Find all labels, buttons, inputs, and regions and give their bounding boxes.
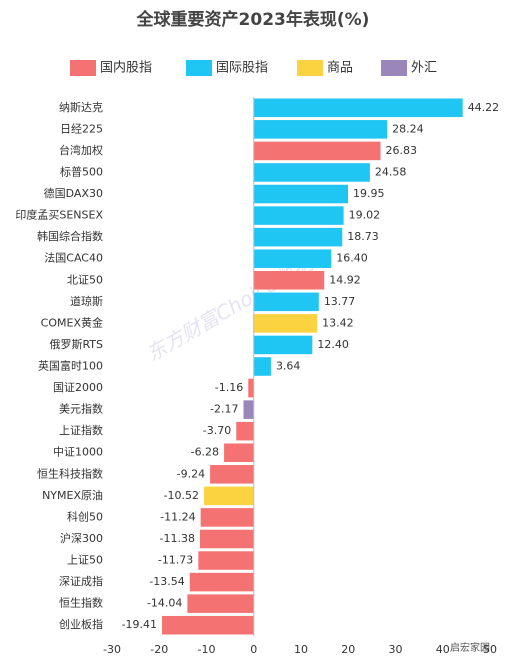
data-label: 18.73 xyxy=(347,230,379,243)
bar xyxy=(200,508,254,527)
data-label: -3.70 xyxy=(203,424,231,437)
x-tick-label: 0 xyxy=(250,643,257,656)
y-tick-label: 恒生科技指数 xyxy=(37,466,103,480)
bar xyxy=(253,292,319,312)
data-label: 14.92 xyxy=(329,273,361,286)
y-tick-label: 上证指数 xyxy=(59,423,103,437)
bar xyxy=(253,314,318,333)
legend-label: 外汇 xyxy=(411,61,437,76)
data-label: -9.24 xyxy=(177,467,205,480)
data-label: -11.73 xyxy=(158,554,193,567)
legend-label: 国际股指 xyxy=(216,61,268,76)
legend-label: 国内股指 xyxy=(100,60,152,76)
y-tick-label: NYMEX原油 xyxy=(42,488,103,502)
y-tick-label: 国证2000 xyxy=(53,381,103,394)
y-tick-label: 纳斯达克 xyxy=(59,101,103,114)
legend-swatch xyxy=(297,60,323,76)
data-label: 19.95 xyxy=(353,187,385,200)
bar xyxy=(224,443,254,463)
y-tick-label: 印度孟买SENSEX xyxy=(15,208,103,222)
y-tick-label: 美元指数 xyxy=(59,402,103,416)
y-tick-label: 日经225 xyxy=(60,122,103,135)
bar xyxy=(253,335,313,355)
y-tick-label: 创业板指 xyxy=(59,617,103,631)
bar xyxy=(253,206,344,225)
data-label: 44.22 xyxy=(468,101,500,114)
y-tick-label: 德国DAX30 xyxy=(44,186,103,200)
y-tick-label: 道琼斯 xyxy=(70,294,103,308)
x-tick-label: 50 xyxy=(483,643,497,656)
x-tick-label: -30 xyxy=(103,643,121,656)
x-tick-label: -10 xyxy=(198,643,216,656)
legend-swatch xyxy=(381,60,407,76)
data-label: 13.42 xyxy=(322,316,354,329)
y-tick-label: 英国富时100 xyxy=(38,359,103,373)
data-label: 26.83 xyxy=(386,144,418,157)
data-label: -1.16 xyxy=(215,381,243,394)
bar xyxy=(162,615,254,635)
data-label: 28.24 xyxy=(392,122,424,135)
bar xyxy=(199,529,254,549)
bar xyxy=(253,227,343,247)
bar xyxy=(198,551,254,570)
data-label: 3.64 xyxy=(276,360,301,373)
x-tick-label: 40 xyxy=(436,643,450,656)
x-tick-label: 30 xyxy=(389,643,403,656)
data-label: -14.04 xyxy=(147,597,182,610)
data-label: -19.41 xyxy=(122,618,157,631)
y-tick-label: 深证成指 xyxy=(59,574,103,588)
y-tick-label: 恒生指数 xyxy=(59,596,103,610)
data-label: 12.40 xyxy=(317,338,349,351)
y-tick-label: 标普500 xyxy=(60,164,103,178)
bar xyxy=(253,357,271,376)
bar xyxy=(253,120,388,139)
legend-swatch xyxy=(186,60,212,76)
data-label: 24.58 xyxy=(375,165,407,178)
y-tick-label: 沪深300 xyxy=(60,531,103,545)
y-tick-label: 上证50 xyxy=(67,554,103,567)
bar xyxy=(243,400,254,419)
y-tick-label: 俄罗斯RTS xyxy=(49,338,103,351)
y-tick-label: 台湾加权 xyxy=(59,143,103,157)
y-tick-label: 韩国综合指数 xyxy=(37,229,103,243)
data-label: 16.40 xyxy=(336,252,368,265)
bar xyxy=(253,163,370,182)
bar xyxy=(253,141,381,161)
data-label: -2.17 xyxy=(210,403,238,416)
y-tick-label: 科创50 xyxy=(67,509,103,523)
y-tick-label: 法国CAC40 xyxy=(44,251,103,265)
x-tick-label: 10 xyxy=(294,643,308,656)
bar xyxy=(253,249,332,268)
y-tick-label: 北证50 xyxy=(67,273,103,286)
legend-label: 商品 xyxy=(327,61,353,76)
bar xyxy=(253,98,463,118)
bar xyxy=(248,378,254,398)
y-tick-label: COMEX黄金 xyxy=(41,315,103,329)
data-label: -11.24 xyxy=(160,510,195,523)
data-label: -13.54 xyxy=(149,575,184,588)
x-tick-label: -20 xyxy=(150,643,168,656)
x-tick-label: 20 xyxy=(341,643,355,656)
bar xyxy=(253,184,349,204)
data-label: -10.52 xyxy=(164,489,199,502)
chart-title: 全球重要资产2023年表现(%) xyxy=(136,9,370,30)
data-label: 19.02 xyxy=(349,209,381,222)
bar xyxy=(189,572,254,592)
source: 启宏家园 xyxy=(450,641,490,654)
data-label: -11.38 xyxy=(160,532,195,545)
y-tick-label: 中证1000 xyxy=(53,446,103,459)
bar xyxy=(204,486,254,506)
bar xyxy=(187,594,254,613)
data-label: 13.77 xyxy=(324,295,356,308)
data-label: -6.28 xyxy=(191,446,219,459)
bar xyxy=(253,270,325,290)
bar xyxy=(210,465,254,484)
bar xyxy=(236,421,254,441)
legend-swatch xyxy=(70,60,96,76)
